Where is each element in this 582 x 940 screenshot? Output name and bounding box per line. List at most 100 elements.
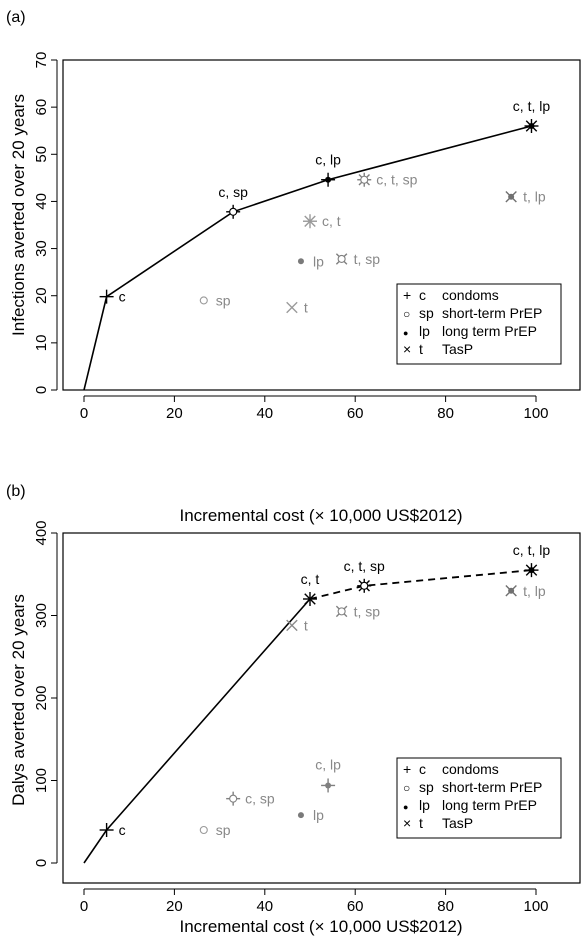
y-tick-label: 100: [33, 768, 50, 793]
data-point: c, t, lp: [513, 98, 551, 133]
x-marker: [286, 301, 298, 314]
panel-a-x-axis: 0 20 40 60 80 100: [80, 395, 549, 422]
y-tick-label: 40: [33, 193, 50, 210]
panel-b-legend-box: [396, 757, 562, 839]
panel-b-y-axis-label: Dalys averted over 20 years: [9, 594, 28, 806]
dot-marker: [528, 123, 535, 129]
legend-symbol: ○: [403, 781, 410, 795]
point-label: t, sp: [354, 251, 381, 267]
data-point: lp: [297, 807, 324, 823]
panel-a-y-axis-label: Infections averted over 20 years: [9, 94, 28, 336]
legend-code: sp: [419, 305, 434, 321]
panel-b-legend: + c condoms ○ sp short-term PrEP ● lp lo…: [396, 757, 562, 839]
point-label: t, lp: [523, 189, 546, 205]
data-point: t, lp: [505, 189, 546, 205]
dot-marker: [508, 193, 515, 200]
data-point: c, t: [303, 213, 341, 229]
legend-code: c: [419, 761, 426, 777]
legend-symbol: ●: [403, 328, 408, 338]
data-point: c, t, sp: [357, 172, 418, 188]
x-tick-label: 60: [347, 898, 364, 915]
legend-symbol: ×: [403, 341, 411, 357]
point-label: lp: [313, 253, 324, 269]
data-point: lp: [297, 253, 324, 269]
legend-symbol: +: [403, 287, 411, 303]
legend-text: long term PrEP: [442, 797, 537, 813]
y-tick-label: 30: [33, 240, 50, 257]
legend-code: t: [419, 815, 423, 831]
legend-text: condoms: [442, 761, 499, 777]
x-tick-label: 40: [256, 898, 273, 915]
x-tick-label: 60: [347, 405, 364, 422]
circle-marker: [360, 175, 369, 184]
legend-symbol: ●: [403, 802, 408, 812]
panel-b-y-axis: 0 100 200 300 400: [33, 520, 58, 867]
panel-b-plot-frame: [62, 532, 581, 884]
point-label: c, t, lp: [513, 542, 551, 558]
y-tick-label: 200: [33, 685, 50, 710]
data-point: c: [99, 289, 126, 305]
data-point: t: [286, 300, 308, 316]
y-tick-label: 0: [33, 386, 50, 394]
data-point: t, sp: [335, 603, 380, 619]
legend-code: c: [419, 287, 426, 303]
y-tick-label: 60: [33, 99, 50, 116]
legend-text: TasP: [442, 815, 473, 831]
legend-text: short-term PrEP: [442, 305, 542, 321]
legend-text: condoms: [442, 287, 499, 303]
data-point: sp: [199, 292, 231, 308]
point-label: sp: [216, 822, 231, 838]
y-tick-label: 300: [33, 603, 50, 628]
point-label: c, sp: [218, 184, 248, 200]
data-point: t, lp: [505, 583, 546, 599]
legend-code: t: [419, 341, 423, 357]
panel-b-x-axis: 0 20 40 60 80 100: [80, 888, 549, 915]
data-point: c: [99, 822, 126, 838]
panel-a-legend: + c condoms ○ sp short-term PrEP ● lp lo…: [396, 283, 562, 365]
point-label: c: [119, 289, 126, 305]
panel-b-label: (b): [6, 483, 26, 500]
x-tick-label: 20: [166, 898, 183, 915]
point-label: c, t: [301, 571, 320, 587]
point-label: lp: [313, 807, 324, 823]
legend-text: short-term PrEP: [442, 779, 542, 795]
circle-marker: [199, 296, 208, 305]
legend-symbol: ○: [403, 307, 410, 321]
dot-marker: [325, 176, 332, 183]
x-tick-label: 80: [437, 405, 454, 422]
dot-marker: [297, 258, 304, 265]
legend-code: sp: [419, 779, 434, 795]
x-tick-label: 20: [166, 405, 183, 422]
panel-b-points: c c, t c, t, sp c, t, lp t t, sp t, lp c, sp c, …: [99, 542, 551, 838]
circle-marker: [229, 794, 238, 803]
circle-marker: [229, 207, 238, 216]
legend-code: lp: [419, 797, 430, 813]
point-label: sp: [216, 292, 231, 308]
circle-marker: [337, 607, 346, 616]
circle-marker: [360, 581, 369, 590]
panel-a-plot-frame: [62, 59, 581, 391]
data-point: c, t, lp: [513, 542, 551, 578]
dot-marker: [528, 567, 535, 574]
dot-marker: [297, 812, 304, 819]
data-point: c, sp: [218, 184, 248, 219]
y-tick-label: 20: [33, 287, 50, 304]
point-label: c, t: [322, 213, 341, 229]
dot-marker: [325, 782, 332, 789]
legend-text: TasP: [442, 341, 473, 357]
data-point: sp: [199, 822, 231, 838]
x-tick-label: 40: [256, 405, 273, 422]
legend-symbol: +: [403, 761, 411, 777]
point-label: c, sp: [245, 791, 275, 807]
panel-a: (a) Infections averted over 20 years 0 20…: [6, 9, 581, 422]
y-tick-label: 0: [33, 859, 50, 867]
y-tick-label: 70: [33, 52, 50, 69]
panel-a-legend-box: [396, 283, 562, 365]
point-label: c, lp: [315, 152, 341, 168]
point-label: c, t, sp: [376, 172, 417, 188]
legend-code: lp: [419, 323, 430, 339]
x-tick-label: 100: [523, 405, 548, 422]
y-tick-label: 50: [33, 146, 50, 163]
point-label: c, t, lp: [513, 98, 551, 114]
